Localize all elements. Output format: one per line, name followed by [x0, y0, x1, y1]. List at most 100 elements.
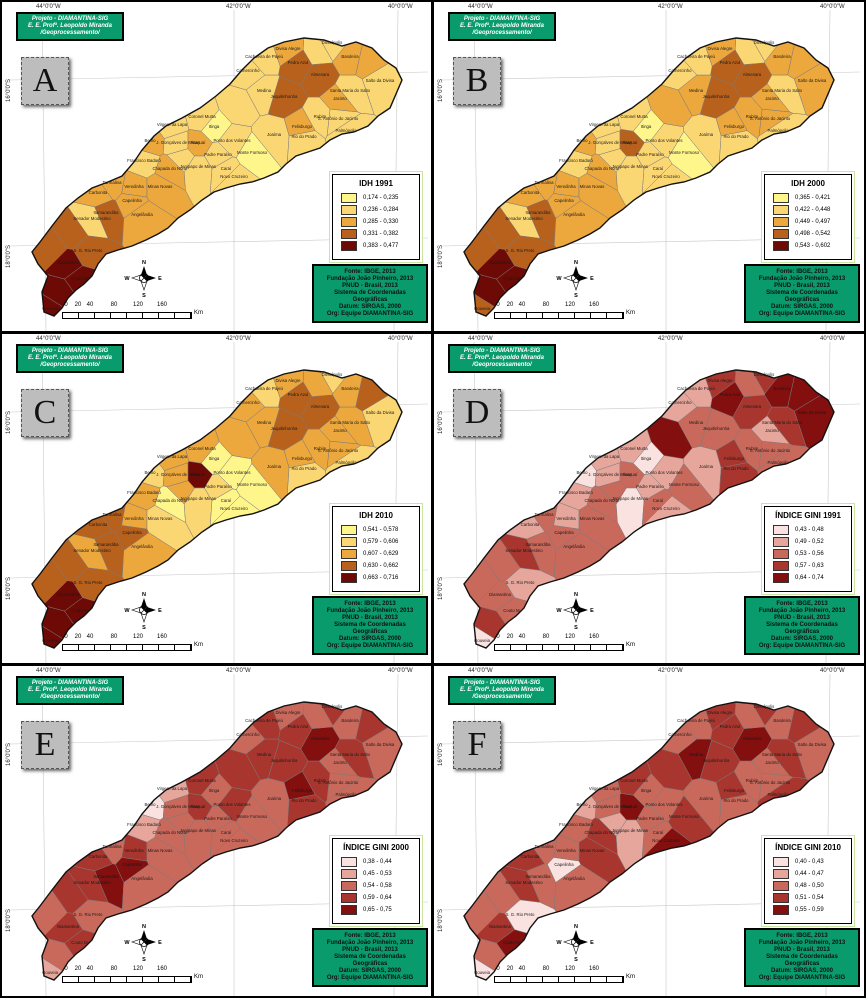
- legend-swatch: [341, 857, 357, 867]
- municipality-label: Salto da Divisa: [366, 742, 395, 747]
- panel-letter: B: [453, 57, 501, 105]
- compass-letter: W: [556, 940, 562, 946]
- municipality-label: Diamantina: [489, 592, 511, 597]
- municipality-label: Rio do Prado: [291, 798, 317, 803]
- municipality-label: Santa Maria do Salto: [330, 752, 371, 757]
- legend-range: 0,57 - 0,63: [795, 563, 824, 569]
- municipality-label: Diamantina: [489, 260, 511, 265]
- longitude-label: 42°0'0"W: [658, 336, 683, 342]
- municipality-label: Berilo: [145, 138, 157, 143]
- municipality-label: Monte Formoso: [669, 150, 700, 155]
- legend-entry: 0,38 - 0,44: [341, 857, 419, 867]
- longitude-label: 44°0'0"W: [36, 4, 61, 10]
- panel-letter: D: [453, 389, 501, 437]
- scale-tick-label: 0: [64, 302, 68, 308]
- scale-tick-label: 120: [564, 302, 576, 308]
- municipality-label: Palmópolis: [767, 792, 788, 797]
- legend-swatch: [773, 193, 789, 203]
- project-box: Projeto - DIAMANTINA-SIG E. E. Profª. Leo…: [448, 344, 556, 373]
- municipality-label: Padre Paraíso: [204, 152, 232, 157]
- legend-range: 0,44 - 0,47: [795, 871, 824, 877]
- longitude-label: 44°0'0"W: [36, 336, 61, 342]
- municipality-label: Novo Cruzeiro: [220, 174, 248, 179]
- choropleth-map: Diamantina Couto M. S. G. Rio Preto Gouveia…: [441, 9, 861, 331]
- municipality-label: Chapada do Norte: [152, 498, 188, 503]
- compass-letter: E: [590, 608, 594, 614]
- municipality-label: Turmalina: [535, 180, 555, 185]
- legend-range: 0,449 - 0,497: [795, 219, 831, 225]
- compass-letter: N: [574, 260, 578, 266]
- legend-range: 0,174 - 0,235: [363, 195, 399, 201]
- municipality-label: Cachoeira de Pajeú: [677, 386, 715, 391]
- municipality-label: Senador Modestino: [73, 216, 111, 221]
- scale-tick-label: 0: [496, 634, 500, 640]
- legend-entry: 0,65 - 0,75: [341, 905, 419, 915]
- municipality-label: Rio do Prado: [723, 134, 749, 139]
- legend: ÍNDICE GINI 2000 0,38 - 0,44 0,45 - 0,53 0,…: [332, 838, 420, 924]
- legend-entry: 0,422 - 0,448: [773, 205, 851, 215]
- municipality-label: Couto M.: [71, 608, 88, 613]
- municipality-label: Santa Maria do Salto: [330, 88, 371, 93]
- municipality-label: Itamarandiba: [525, 542, 551, 547]
- municipality-label: S. G. Rio Preto: [506, 580, 536, 585]
- municipality-label: Berilo: [145, 470, 157, 475]
- municipality-label: Pedra Azul: [288, 724, 309, 729]
- legend-entry: 0,51 - 0,54: [773, 893, 851, 903]
- municipality-label: S. G. Rio Preto: [74, 248, 104, 253]
- municipality-label: Palmópolis: [335, 792, 356, 797]
- longitude-label: 44°0'0"W: [468, 668, 493, 674]
- municipality-label: Cachoeira de Pajeú: [245, 386, 283, 391]
- municipality-leme-do-prado: [598, 148, 627, 173]
- municipality-label: Carbonita: [521, 522, 540, 527]
- legend-entry: 0,579 - 0,606: [341, 537, 419, 547]
- municipality-label: Felisburgo: [292, 788, 313, 793]
- municipality-label: Capelinha: [554, 198, 574, 203]
- longitude-label: 42°0'0"W: [658, 668, 683, 674]
- compass-letter: E: [590, 940, 594, 946]
- municipality-label: Bandeira: [341, 718, 359, 723]
- municipality-label: Jacinto: [765, 428, 779, 433]
- municipality-label: Jacinto: [765, 96, 779, 101]
- scale-unit: Km: [626, 642, 635, 648]
- legend-range: 0,49 - 0,52: [795, 539, 824, 545]
- municipality-label: Couto M.: [71, 276, 88, 281]
- municipality-label: Berilo: [577, 138, 589, 143]
- compass-letter: E: [158, 940, 162, 946]
- latitude-label: 18°0'0"S: [6, 244, 12, 268]
- legend-entry: 0,365 - 0,421: [773, 193, 851, 203]
- municipality-label: Itamarandiba: [93, 874, 119, 879]
- legend-range: 0,663 - 0,716: [363, 575, 399, 581]
- municipality-label: Caraí: [653, 166, 664, 171]
- municipality-label: Felisburgo: [292, 456, 313, 461]
- scale-tick-label: 20: [506, 634, 514, 640]
- legend-entry: 0,236 - 0,284: [341, 205, 419, 215]
- municipality-label: J. Gonçalves de Minas: [156, 472, 199, 477]
- scale-tick-label: 120: [564, 966, 576, 972]
- legend-entry: 0,43 - 0,48: [773, 525, 851, 535]
- legend-range: 0,543 - 0,602: [795, 243, 831, 249]
- scale-tick-label: 20: [506, 302, 514, 308]
- scale-tick-label: 80: [110, 966, 118, 972]
- municipality-label: Gouveia: [42, 306, 59, 311]
- municipality-label: Comercinho: [668, 68, 692, 73]
- municipality-leme-do-prado: [166, 148, 195, 173]
- legend-swatch: [341, 549, 357, 559]
- scale-tick-label: 0: [64, 634, 68, 640]
- compass-letter: E: [158, 608, 162, 614]
- legend-swatch: [341, 905, 357, 915]
- municipality-label: Novo Cruzeiro: [652, 838, 680, 843]
- municipality-label: Rio do Prado: [723, 466, 749, 471]
- scale-tick-label: 20: [74, 302, 82, 308]
- municipality-label: Senador Modestino: [505, 548, 543, 553]
- legend: IDH 2010 0,541 - 0,578 0,579 - 0,606 0,607 …: [332, 506, 420, 592]
- municipality-label: Divisópolis: [322, 40, 343, 45]
- legend-range: 0,383 - 0,477: [363, 243, 399, 249]
- municipality-label: Capelinha: [122, 530, 142, 535]
- legend-entry: 0,55 - 0,59: [773, 905, 851, 915]
- municipality-label: Jequitinhonha: [271, 94, 298, 99]
- municipality-label: Novo Cruzeiro: [220, 506, 248, 511]
- municipality-label: Jenipapo de Minas: [180, 496, 216, 501]
- latitude-label: 16°0'0"S: [438, 742, 444, 766]
- municipality-label: Gouveia: [474, 970, 491, 975]
